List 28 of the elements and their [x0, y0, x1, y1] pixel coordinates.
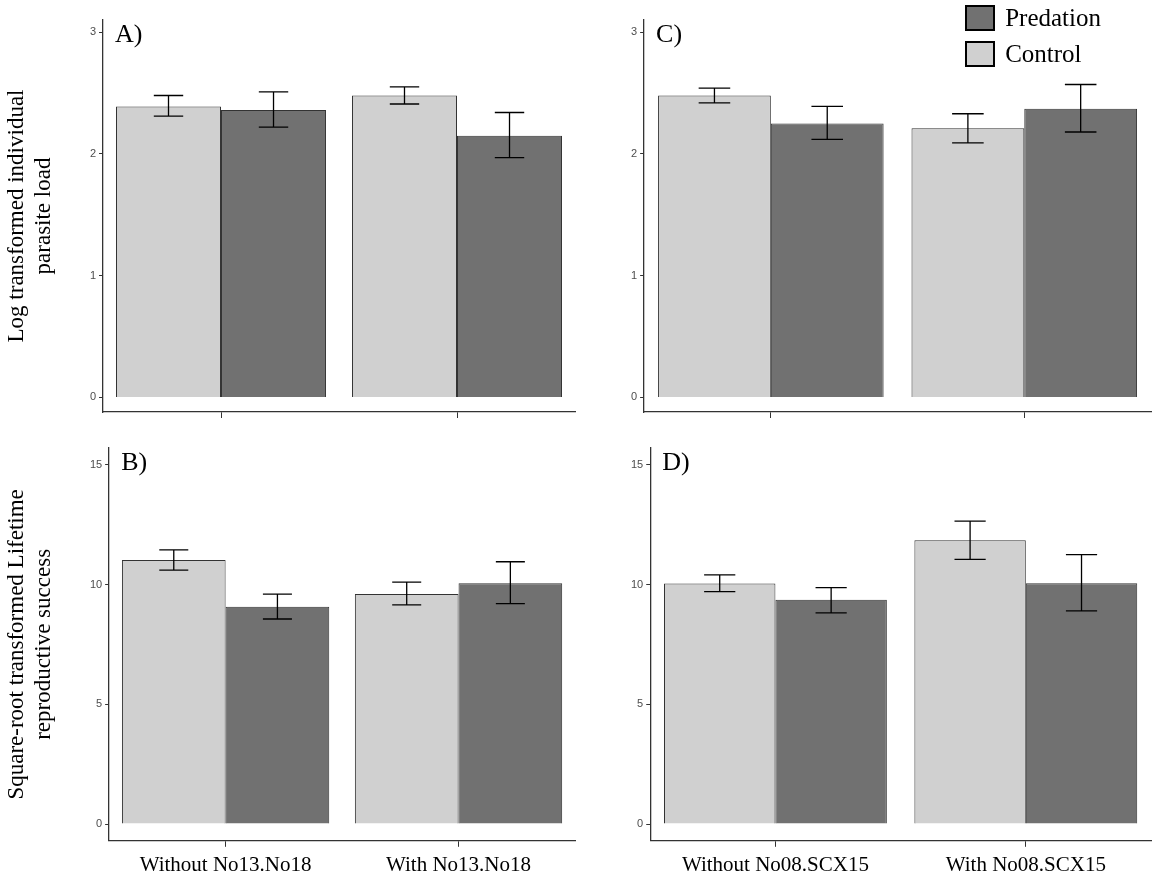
y-tick-label: 5 [96, 697, 103, 710]
chart-title: D) [662, 446, 690, 476]
y-tick-label: 1 [89, 268, 97, 281]
y-tick-label: 0 [96, 817, 103, 830]
y-axis-title: Log transformed individual parasite load [3, 89, 55, 343]
chart-title: C) [656, 18, 683, 48]
y-tick-label: 15 [89, 457, 103, 470]
y-tick-label: 10 [630, 577, 644, 590]
x-tick-label: With No13.No18 [386, 851, 532, 876]
y-tick-label: 0 [630, 390, 638, 403]
y-tick-label: 0 [89, 390, 97, 403]
x-tick-label: Without No08.SCX15 [681, 851, 869, 876]
x-tick-label: With No08.SCX15 [945, 851, 1106, 876]
y-tick-label: 15 [630, 457, 644, 470]
y-tick-label: 10 [89, 577, 103, 590]
y-tick-label: 0 [637, 817, 644, 830]
chart-title: A) [115, 18, 143, 48]
y-axis-title: Square-root transformed Lifetime reproductive success [3, 489, 55, 800]
y-tick-label: 3 [630, 25, 638, 38]
chart-title: B) [121, 446, 148, 476]
legend-label: Control [1005, 40, 1082, 68]
y-tick-label: 3 [89, 25, 97, 38]
y-tick-label: 2 [630, 146, 638, 159]
x-tick-label: Without No13.No18 [139, 851, 312, 876]
y-tick-label: 1 [630, 268, 638, 281]
y-tick-label: 5 [637, 697, 644, 710]
y-tick-label: 2 [89, 146, 97, 159]
legend-label: Predation [1005, 4, 1101, 32]
